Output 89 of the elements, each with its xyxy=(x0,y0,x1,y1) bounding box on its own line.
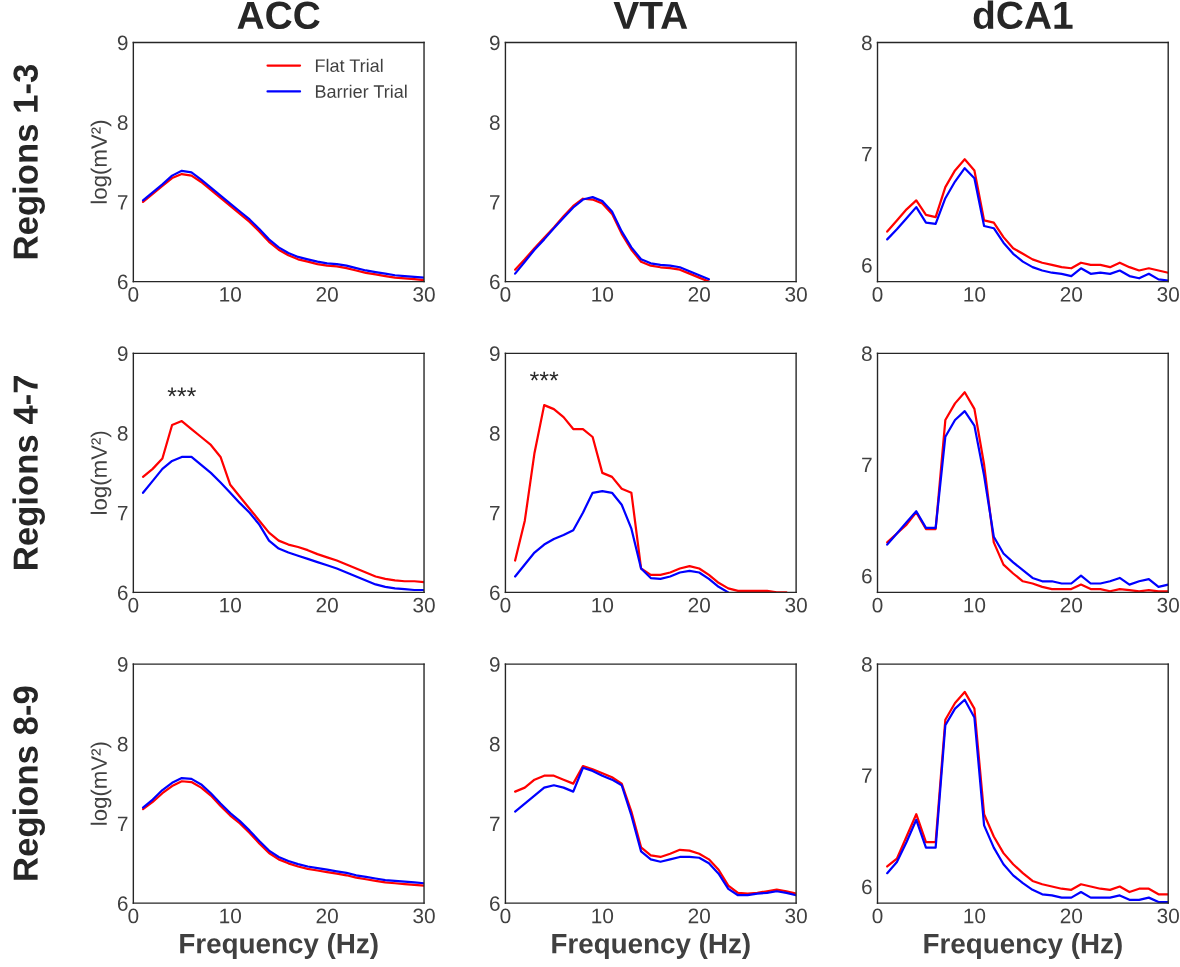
y-tick-label: 8 xyxy=(489,115,500,130)
legend-label: Flat Trial xyxy=(315,58,383,73)
y-tick-label: 8 xyxy=(861,657,872,672)
y-tick-label: 8 xyxy=(117,426,128,441)
x-tick-label: 30 xyxy=(1157,597,1179,613)
y-tick-label: 6 xyxy=(862,257,872,273)
y-tick-label: 7 xyxy=(862,457,872,473)
x-tick-label: 0 xyxy=(872,287,883,302)
y-tick-label: 6 xyxy=(117,896,128,911)
x-tick-label: 0 xyxy=(872,597,883,613)
x-tick-label: 30 xyxy=(1157,287,1179,302)
y-tick-label: 6 xyxy=(862,568,872,584)
line-series xyxy=(141,419,425,584)
y-axis-title: log(mV²) xyxy=(90,120,112,204)
line-series xyxy=(141,455,425,592)
x-axis-title: Frequency (Hz) xyxy=(552,933,750,959)
x-tick-label: 0 xyxy=(128,287,139,302)
y-tick-label: 7 xyxy=(862,768,872,783)
line-series xyxy=(514,404,788,593)
x-tick-label: 20 xyxy=(316,597,338,613)
x-tick-label: 20 xyxy=(1060,908,1083,924)
y-axis-title: log(mV²) xyxy=(90,742,112,825)
x-tick-label: 30 xyxy=(413,908,435,924)
text: Regions 1-3 xyxy=(12,64,45,259)
chart-title: VTA xyxy=(613,1,688,29)
x-tick-label: 20 xyxy=(688,908,710,924)
y-tick-label: 6 xyxy=(490,896,500,911)
x-tick-label: 10 xyxy=(592,287,614,302)
x-tick-label: 0 xyxy=(500,908,511,924)
y-tick-label: 8 xyxy=(489,426,500,441)
x-tick-label: 10 xyxy=(964,908,986,924)
y-tick-label: 9 xyxy=(489,35,500,51)
chart-title: dCA1 xyxy=(973,0,1073,30)
annotation: *** xyxy=(529,371,559,381)
x-tick-label: 10 xyxy=(592,597,614,613)
x-tick-label: 30 xyxy=(785,287,807,302)
y-tick-label: 9 xyxy=(489,346,500,362)
y-tick-label: 9 xyxy=(489,657,500,672)
y-tick-label: 7 xyxy=(117,505,128,521)
x-axis-title: Frequency (Hz) xyxy=(924,933,1122,959)
x-tick-label: 20 xyxy=(316,287,338,302)
y-tick-label: 8 xyxy=(861,35,872,51)
y-tick-label: 7 xyxy=(862,146,872,162)
x-tick-label: 0 xyxy=(500,597,511,613)
x-tick-label: 30 xyxy=(785,908,807,924)
annotation: *** xyxy=(167,387,196,397)
x-tick-label: 0 xyxy=(128,597,139,613)
x-tick-label: 20 xyxy=(316,908,338,924)
text: Regions 4-7 xyxy=(12,375,45,569)
y-tick-label: 7 xyxy=(117,816,128,832)
x-tick-label: 10 xyxy=(220,908,242,924)
y-tick-label: 9 xyxy=(117,346,128,362)
x-tick-label: 20 xyxy=(1060,287,1083,302)
y-tick-label: 9 xyxy=(117,657,128,672)
y-tick-label: 6 xyxy=(117,274,128,290)
y-tick-label: 6 xyxy=(862,879,872,895)
x-tick-label: 10 xyxy=(964,287,986,302)
x-tick-label: 0 xyxy=(872,908,883,924)
y-tick-label: 8 xyxy=(861,346,872,362)
y-axis-title: log(mV²) xyxy=(90,431,112,514)
x-tick-label: 0 xyxy=(500,287,511,302)
y-tick-label: 9 xyxy=(117,35,128,51)
text: Regions 8-9 xyxy=(12,686,45,880)
y-tick-label: 7 xyxy=(490,195,500,210)
y-tick-label: 6 xyxy=(490,585,500,601)
y-tick-label: 6 xyxy=(117,585,128,601)
x-tick-label: 10 xyxy=(220,597,242,613)
x-tick-label: 30 xyxy=(785,597,807,613)
x-tick-label: 10 xyxy=(592,908,614,924)
legend-label: Barrier Trial xyxy=(315,84,407,98)
y-tick-label: 8 xyxy=(117,736,128,752)
x-tick-label: 10 xyxy=(964,597,986,613)
y-tick-label: 8 xyxy=(117,115,128,130)
chart-title: ACC xyxy=(237,1,320,30)
y-tick-label: 7 xyxy=(490,816,500,832)
x-tick-label: 30 xyxy=(1157,908,1179,924)
x-tick-label: 30 xyxy=(413,597,435,613)
x-tick-label: 20 xyxy=(1060,597,1083,613)
x-tick-label: 10 xyxy=(220,287,242,302)
x-tick-label: 20 xyxy=(688,287,710,302)
x-tick-label: 20 xyxy=(688,597,710,613)
y-tick-label: 7 xyxy=(490,505,500,521)
y-tick-label: 8 xyxy=(489,736,500,752)
x-tick-label: 30 xyxy=(413,287,435,302)
y-tick-label: 6 xyxy=(490,274,500,290)
x-tick-label: 0 xyxy=(128,908,139,924)
x-axis-title: Frequency (Hz) xyxy=(180,933,378,959)
y-tick-label: 7 xyxy=(117,195,128,210)
line-series xyxy=(514,490,730,593)
